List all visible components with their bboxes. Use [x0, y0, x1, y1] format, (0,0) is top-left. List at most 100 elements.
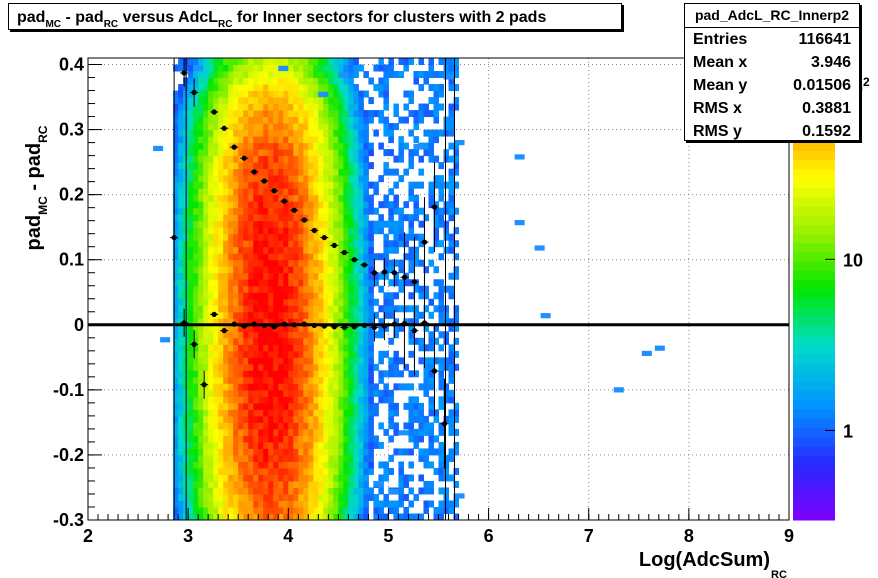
heatmap-cell [388, 214, 394, 222]
profile-upper-marker [271, 188, 277, 194]
heatmap-cell [273, 97, 279, 105]
heatmap-cell [438, 402, 445, 410]
heatmap-cell [178, 402, 184, 410]
heatmap-cell [188, 129, 194, 137]
heatmap-cell [348, 233, 354, 241]
heatmap-cell [258, 298, 264, 306]
heatmap-cell [313, 103, 319, 111]
heatmap-cell [413, 441, 419, 449]
heatmap-cell [318, 64, 324, 72]
heatmap-cell [233, 103, 239, 111]
heatmap-cell [203, 415, 209, 423]
heatmap-cell [258, 142, 264, 150]
heatmap-cell [398, 487, 404, 495]
heatmap-cell [323, 194, 329, 202]
heatmap-cell [193, 266, 199, 274]
colorbar-swatch [793, 150, 835, 161]
heatmap-cell [383, 324, 389, 332]
heatmap-cell [213, 461, 219, 469]
heatmap-cell [278, 311, 284, 319]
heatmap-cell [308, 337, 314, 345]
heatmap-cell [298, 376, 304, 384]
heatmap-cell [408, 110, 414, 118]
heatmap-cell [278, 253, 284, 261]
heatmap-cell [178, 370, 184, 378]
heatmap-cell [293, 298, 299, 306]
heatmap-cell [248, 201, 254, 209]
colorbar-swatch [793, 279, 835, 290]
heatmap-cell [188, 64, 194, 72]
heatmap-cell [218, 350, 224, 358]
heatmap-cell [253, 279, 259, 287]
heatmap-cell [268, 84, 274, 92]
heatmap-cell [453, 500, 460, 508]
heatmap-cell [268, 142, 274, 150]
heatmap-cell [258, 513, 264, 520]
heatmap-cell [338, 227, 344, 235]
heatmap-cell [383, 383, 389, 391]
heatmap-cell [258, 383, 264, 391]
heatmap-cell [348, 513, 354, 520]
heatmap-cell [278, 506, 284, 514]
heatmap-cell [173, 376, 179, 384]
heatmap-cell [258, 194, 264, 202]
heatmap-cell [293, 506, 299, 514]
heatmap-cell [323, 136, 329, 144]
heatmap-cell [203, 461, 209, 469]
heatmap-cell [383, 259, 389, 267]
heatmap-cell [223, 454, 229, 462]
heatmap-cell [178, 149, 184, 157]
heatmap-cell [213, 77, 219, 85]
heatmap-cell [278, 266, 284, 274]
heatmap-cell [223, 58, 229, 66]
heatmap-cell [298, 220, 304, 228]
heatmap-cell [338, 103, 344, 111]
heatmap-cell [358, 422, 364, 430]
heatmap-cell [278, 279, 284, 287]
heatmap-cell [313, 409, 319, 417]
heatmap-cell [203, 253, 209, 261]
heatmap-cell [408, 227, 414, 235]
heatmap-cell [303, 214, 309, 222]
heatmap-cell [313, 240, 319, 248]
heatmap-cell [433, 233, 439, 241]
heatmap-cell [178, 168, 184, 176]
heatmap-cell [188, 58, 194, 66]
heatmap-cell [333, 194, 339, 202]
heatmap-cell [203, 266, 209, 274]
heatmap-cell [313, 201, 319, 209]
heatmap-cell [323, 409, 329, 417]
heatmap-cell [293, 500, 299, 508]
heatmap-cell [173, 90, 179, 98]
heatmap-cell [198, 324, 204, 332]
y-axis-ticks: -0.3-0.2-0.100.10.20.30.4 [53, 55, 102, 530]
heatmap-cell [243, 448, 249, 456]
colorbar-swatch [793, 316, 835, 327]
heatmap-cell [283, 149, 289, 157]
heatmap-cell [353, 350, 359, 358]
heatmap-cell [323, 415, 329, 423]
heatmap-cell [348, 188, 354, 196]
heatmap-cell [273, 344, 279, 352]
heatmap-cell [368, 487, 374, 495]
heatmap-cell [278, 240, 284, 248]
heatmap-cell [238, 136, 244, 144]
heatmap-cell [223, 461, 229, 469]
heatmap-cell [373, 363, 379, 371]
heatmap-cell [423, 480, 429, 488]
heatmap-cell [228, 285, 234, 293]
heatmap-cell [433, 129, 439, 137]
heatmap-cell [333, 461, 339, 469]
heatmap-cell [328, 324, 334, 332]
heatmap-cell [323, 448, 329, 456]
heatmap-cell [363, 292, 369, 300]
heatmap-cell [283, 227, 289, 235]
y-tick-label: -0.1 [53, 380, 84, 400]
heatmap-cell [213, 162, 219, 170]
heatmap-cell [388, 422, 394, 430]
profile-points [170, 58, 449, 469]
heatmap-cell [303, 344, 309, 352]
heatmap-cell [393, 227, 399, 235]
heatmap-cell [358, 467, 364, 475]
